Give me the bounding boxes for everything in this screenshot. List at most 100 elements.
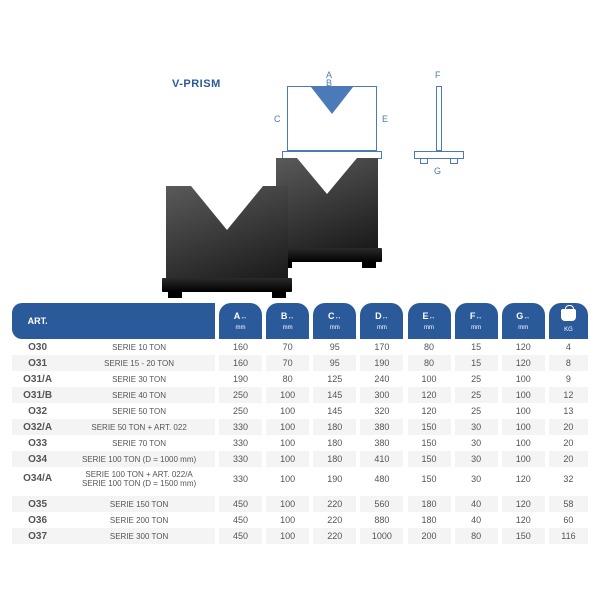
product-title: V-PRISM <box>172 78 221 90</box>
cell-c: 95 <box>313 339 356 355</box>
cell-d: 190 <box>360 355 403 371</box>
cell-f: 40 <box>455 496 498 512</box>
table-row: O36SERIE 200 TON4501002208801804012060 <box>12 512 588 528</box>
cell-c: 125 <box>313 371 356 387</box>
cell-art: O31/A <box>12 371 63 387</box>
table-row: O31/BSERIE 40 TON2501001453001202510012 <box>12 387 588 403</box>
cell-art: O33 <box>12 435 63 451</box>
cell-kg: 58 <box>549 496 588 512</box>
cell-d: 1000 <box>360 528 403 544</box>
cell-a: 250 <box>219 403 262 419</box>
weight-icon <box>561 309 576 321</box>
cell-desc: SERIE 300 TON <box>63 528 215 544</box>
cell-art: O30 <box>12 339 63 355</box>
table-row: O37SERIE 300 TON450100220100020080150116 <box>12 528 588 544</box>
col-desc <box>63 303 215 339</box>
col-d: D↔mm <box>360 303 403 339</box>
cell-f: 25 <box>455 387 498 403</box>
cell-d: 170 <box>360 339 403 355</box>
cell-b: 80 <box>266 371 309 387</box>
cell-b: 100 <box>266 403 309 419</box>
cell-d: 880 <box>360 512 403 528</box>
cell-art: O31 <box>12 355 63 371</box>
cell-art: O31/B <box>12 387 63 403</box>
cell-c: 220 <box>313 512 356 528</box>
cell-e: 120 <box>408 403 451 419</box>
cell-g: 150 <box>502 528 545 544</box>
cell-b: 70 <box>266 355 309 371</box>
dim-label-e: E <box>382 114 388 124</box>
cell-art: O32/A <box>12 419 63 435</box>
cell-kg: 20 <box>549 435 588 451</box>
cell-g: 120 <box>502 496 545 512</box>
cell-desc: SERIE 100 TON + ART. 022/ASERIE 100 TON … <box>63 467 215 490</box>
table-row: O31SERIE 15 - 20 TON160709519080151208 <box>12 355 588 371</box>
cell-g: 100 <box>502 419 545 435</box>
col-b: B↔mm <box>266 303 309 339</box>
cell-d: 380 <box>360 419 403 435</box>
cell-b: 70 <box>266 339 309 355</box>
spec-table: ART. A↔mm B↔mm C↔mm D↔mm E↔mm F↔mm G↔mm … <box>12 303 588 544</box>
cell-desc: SERIE 10 TON <box>63 339 215 355</box>
cell-c: 220 <box>313 496 356 512</box>
cell-a: 450 <box>219 496 262 512</box>
cell-kg: 8 <box>549 355 588 371</box>
cell-b: 100 <box>266 496 309 512</box>
col-c: C↔mm <box>313 303 356 339</box>
dim-label-g: G <box>434 166 441 176</box>
cell-desc: SERIE 50 TON <box>63 403 215 419</box>
table-row: O32SERIE 50 TON2501001453201202510013 <box>12 403 588 419</box>
cell-f: 30 <box>455 467 498 490</box>
cell-desc: SERIE 100 TON (D = 1000 mm) <box>63 451 215 467</box>
dim-label-b: B <box>326 78 332 88</box>
cell-kg: 4 <box>549 339 588 355</box>
cell-a: 160 <box>219 355 262 371</box>
angle-label: 90° <box>324 89 335 96</box>
cell-desc: SERIE 30 TON <box>63 371 215 387</box>
table-row: O33SERIE 70 TON3301001803801503010020 <box>12 435 588 451</box>
cell-b: 100 <box>266 512 309 528</box>
cell-kg: 20 <box>549 451 588 467</box>
cell-f: 25 <box>455 403 498 419</box>
cell-d: 410 <box>360 451 403 467</box>
figure-area: V-PRISM 90° A B C D E F G <box>12 8 588 303</box>
cell-b: 100 <box>266 387 309 403</box>
table-row: O34SERIE 100 TON (D = 1000 mm)3301001804… <box>12 451 588 467</box>
cell-d: 300 <box>360 387 403 403</box>
cell-c: 180 <box>313 435 356 451</box>
cell-e: 150 <box>408 435 451 451</box>
cell-e: 80 <box>408 355 451 371</box>
cell-f: 15 <box>455 339 498 355</box>
cell-c: 145 <box>313 403 356 419</box>
cell-kg: 13 <box>549 403 588 419</box>
cell-g: 100 <box>502 435 545 451</box>
cell-b: 100 <box>266 419 309 435</box>
table-row: O34/ASERIE 100 TON + ART. 022/ASERIE 100… <box>12 467 588 490</box>
cell-f: 40 <box>455 512 498 528</box>
cell-g: 100 <box>502 371 545 387</box>
cell-a: 450 <box>219 528 262 544</box>
cell-f: 30 <box>455 451 498 467</box>
technical-diagram-side: F G <box>412 66 482 176</box>
cell-e: 150 <box>408 451 451 467</box>
cell-g: 100 <box>502 387 545 403</box>
cell-desc: SERIE 15 - 20 TON <box>63 355 215 371</box>
cell-c: 145 <box>313 387 356 403</box>
cell-desc: SERIE 70 TON <box>63 435 215 451</box>
cell-d: 320 <box>360 403 403 419</box>
cell-kg: 32 <box>549 467 588 490</box>
cell-kg: 60 <box>549 512 588 528</box>
cell-c: 190 <box>313 467 356 490</box>
cell-a: 450 <box>219 512 262 528</box>
table-header-row: ART. A↔mm B↔mm C↔mm D↔mm E↔mm F↔mm G↔mm … <box>12 303 588 339</box>
cell-e: 100 <box>408 371 451 387</box>
cell-d: 240 <box>360 371 403 387</box>
cell-kg: 9 <box>549 371 588 387</box>
cell-f: 80 <box>455 528 498 544</box>
table-row: O30SERIE 10 TON160709517080151204 <box>12 339 588 355</box>
cell-d: 560 <box>360 496 403 512</box>
cell-a: 160 <box>219 339 262 355</box>
cell-b: 100 <box>266 435 309 451</box>
cell-f: 30 <box>455 435 498 451</box>
cell-e: 180 <box>408 512 451 528</box>
